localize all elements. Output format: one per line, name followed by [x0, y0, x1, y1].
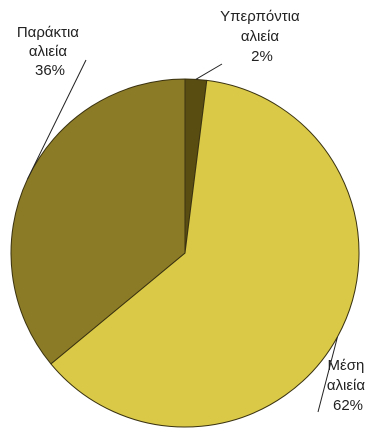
leader-line-coastal	[27, 59, 87, 180]
leader-lines	[27, 59, 338, 413]
slice-label-line: Μέση	[328, 357, 365, 374]
slice-label-line: αλιεία	[327, 377, 366, 394]
slice-label-middle: Μέση αλιεία 62%	[327, 357, 369, 414]
pie-slices	[10, 78, 360, 428]
slice-label-line: Παράκτια	[17, 24, 79, 41]
slice-label-overseas: Υπερπόντια αλιεία 2%	[220, 8, 304, 65]
leader-line-overseas	[195, 63, 223, 80]
slice-label-line: αλιεία	[241, 28, 280, 45]
slice-value-label: 36%	[35, 62, 65, 79]
slice-value-label: 62%	[333, 397, 363, 414]
pie-slice-coastal	[10, 78, 186, 365]
slice-label-line: Υπερπόντια	[220, 8, 300, 25]
slice-label-coastal: Παράκτια αλιεία 36%	[17, 24, 83, 79]
leader-line-middle	[317, 336, 338, 413]
slice-value-label: 2%	[251, 48, 273, 65]
pie-slice-middle	[50, 79, 360, 428]
slice-label-line: αλιεία	[29, 43, 68, 60]
